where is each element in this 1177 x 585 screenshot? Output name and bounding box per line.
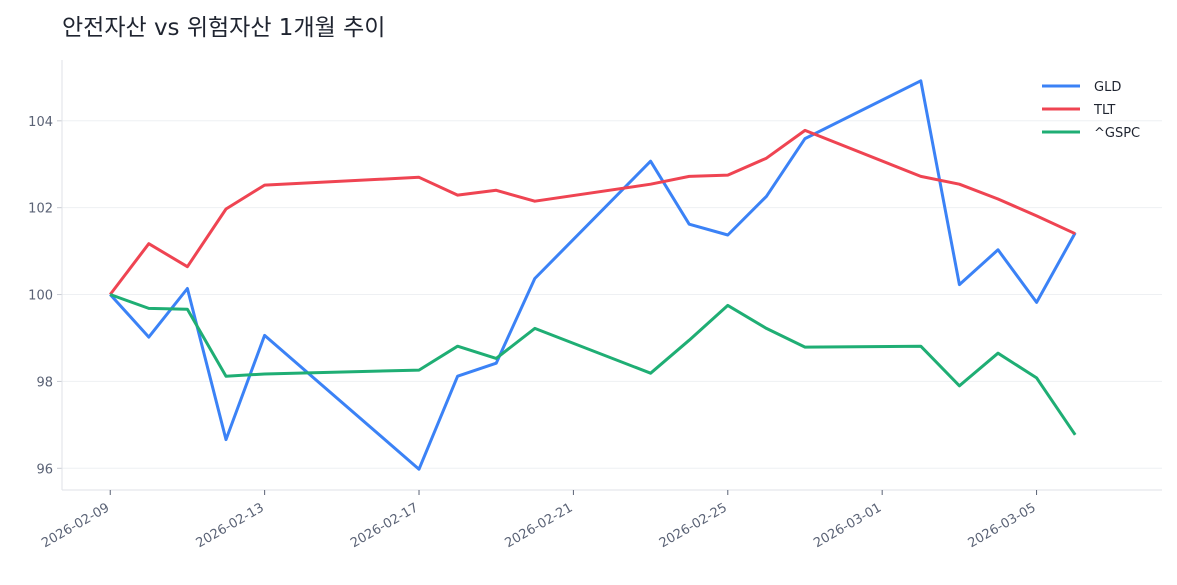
- y-tick-label: 102: [28, 202, 53, 217]
- x-tick-label: 2026-03-05: [966, 500, 1039, 551]
- legend-label: ^GSPC: [1094, 126, 1140, 141]
- x-tick-label: 2026-02-25: [657, 500, 730, 551]
- legend-label: GLD: [1094, 80, 1121, 95]
- x-tick-label: 2026-02-21: [502, 500, 575, 551]
- chart-title: 안전자산 vs 위험자산 1개월 추이: [62, 15, 386, 41]
- legend-label: TLT: [1093, 103, 1115, 118]
- x-tick-label: 2026-03-01: [811, 500, 884, 551]
- x-tick-label: 2026-02-13: [194, 500, 267, 551]
- y-tick-label: 96: [36, 462, 53, 477]
- x-tick-label: 2026-02-09: [39, 500, 112, 551]
- series-line-gspc: [109, 293, 1077, 436]
- series-line-tlt: [109, 128, 1076, 296]
- y-tick-label: 98: [36, 375, 53, 390]
- y-tick-label: 100: [28, 289, 53, 304]
- x-tick-label: 2026-02-17: [348, 500, 421, 551]
- series-line-gld: [109, 79, 1077, 471]
- y-tick-label: 104: [28, 115, 53, 130]
